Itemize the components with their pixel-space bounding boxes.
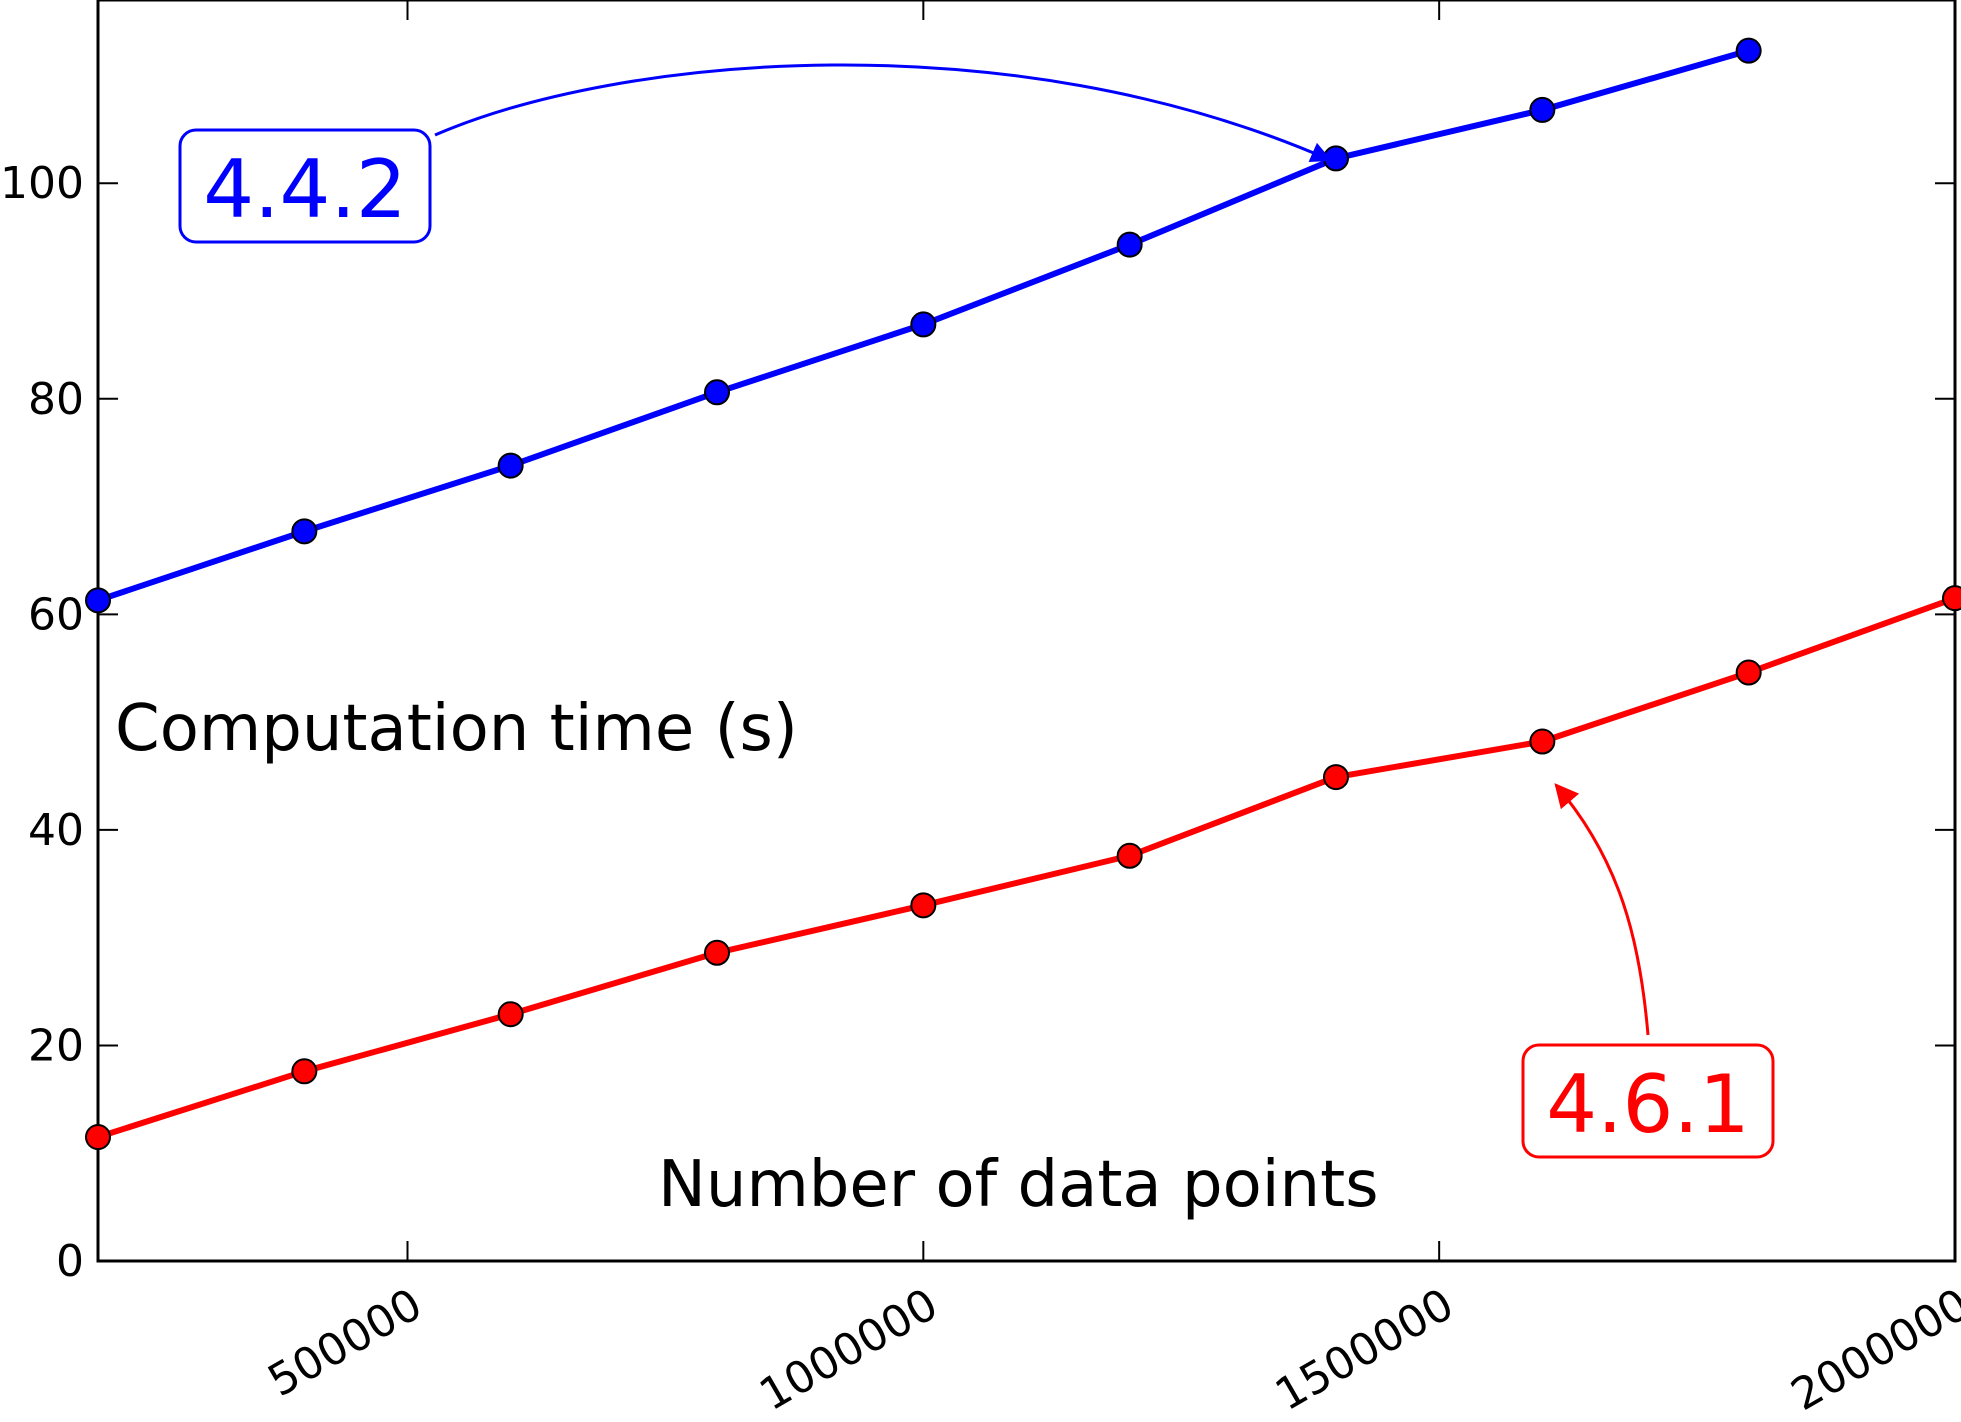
- data-point-1: [1529, 728, 1556, 755]
- y-tick-label: 80: [28, 374, 84, 425]
- data-point-0: [1116, 231, 1143, 258]
- x-tick-label: 1000000: [751, 1279, 946, 1417]
- data-point-0: [85, 587, 111, 614]
- callout-label-red: 4.6.1: [1546, 1058, 1750, 1151]
- data-point-1: [1116, 842, 1143, 869]
- data-point-1: [1735, 659, 1762, 686]
- data-point-1: [1323, 764, 1349, 791]
- data-point-0: [1529, 96, 1556, 123]
- data-point-1: [497, 1001, 524, 1028]
- data-point-1: [1942, 585, 1961, 612]
- x-tick-label: 500000: [260, 1279, 431, 1407]
- callout-arrow-red: [1554, 783, 1650, 1036]
- data-point-0: [704, 379, 730, 406]
- callout-box-red: [1521, 1043, 1775, 1159]
- data-point-1: [291, 1058, 318, 1085]
- callout-label-blue: 4.4.2: [203, 143, 407, 236]
- y-tick-label: 60: [28, 589, 84, 640]
- series-line-1: [97, 595, 1957, 1140]
- y-axis-title: Computation time (s): [115, 692, 798, 766]
- y-tick-label: 20: [28, 1020, 84, 1071]
- x-axis-title: Number of data points: [658, 1148, 1379, 1222]
- callout-arrow-blue: [434, 63, 1332, 163]
- data-point-1: [704, 939, 730, 966]
- plot-frame: [96, 0, 1957, 1263]
- data-point-0: [291, 518, 318, 545]
- callout-box-blue: [178, 128, 432, 244]
- y-tick-label: 40: [28, 805, 84, 856]
- data-point-0: [910, 311, 937, 338]
- data-point-1: [910, 892, 937, 919]
- y-tick-label: 100: [0, 158, 84, 209]
- data-point-0: [497, 452, 524, 479]
- y-tick-label: 0: [56, 1236, 84, 1287]
- data-point-1: [85, 1124, 111, 1151]
- x-tick-label: 1500000: [1267, 1279, 1462, 1417]
- series-layer: [85, 37, 1961, 1151]
- data-point-0: [1735, 37, 1762, 64]
- x-tick-label: 2000000: [1783, 1279, 1961, 1417]
